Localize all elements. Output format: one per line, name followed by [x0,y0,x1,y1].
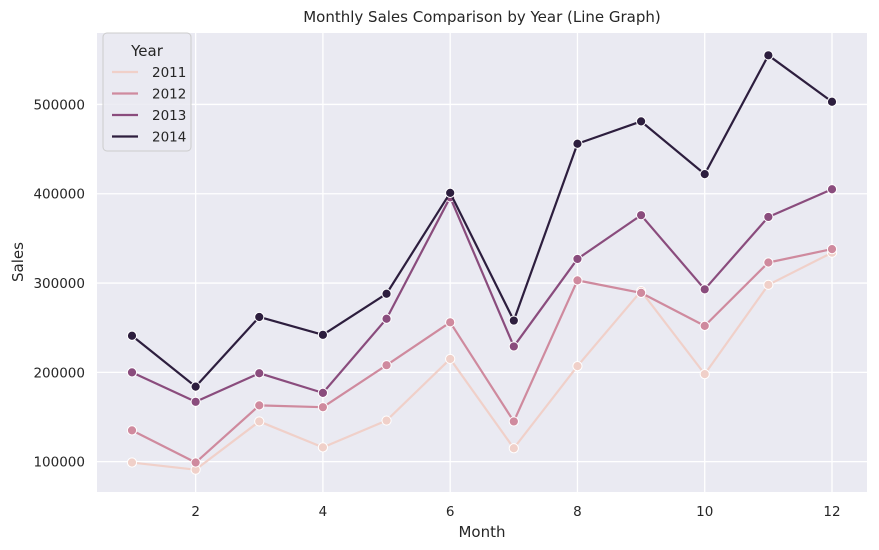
series-line [131,248,833,464]
data-point [826,184,838,195]
data-point [190,457,201,468]
data-point [254,368,265,379]
data-point [190,381,201,392]
data-point [508,315,519,326]
data-point [572,138,583,149]
legend-box [102,32,192,152]
series-line [131,251,833,471]
data-point [317,329,329,340]
data-point [508,443,519,454]
series-2013 [126,184,838,407]
data-point [699,284,710,295]
y-axis-ticks: 100000 200000 300000 400000 500000 [33,97,85,470]
x-tick-label: 12 [823,504,840,520]
data-point [699,369,710,380]
x-tick-label: 2 [191,504,200,520]
data-point [635,116,647,127]
x-tick-label: 4 [319,504,328,520]
data-point [826,96,838,107]
y-tick-label: 200000 [33,365,85,381]
data-point [699,320,710,332]
y-tick-label: 400000 [33,187,85,203]
data-point [699,168,710,180]
data-point [381,288,392,299]
legend-label: 2014 [152,130,186,146]
series-layer [126,50,838,475]
data-point [126,330,138,341]
x-axis-ticks: 2 4 6 8 10 12 [191,504,840,520]
legend-title: Year [130,42,164,60]
data-point [763,50,774,61]
x-tick-label: 10 [696,504,713,520]
x-tick-label: 6 [446,504,455,520]
series-line [131,54,833,388]
legend: Year 2011 2012 2013 2014 [102,32,192,152]
legend-items: 2011 2012 2013 2014 [112,65,186,146]
data-point [254,311,265,323]
data-point [317,442,329,453]
data-point [826,244,838,255]
data-point [445,317,456,328]
legend-label: 2011 [152,65,186,81]
y-tick-label: 100000 [33,455,85,471]
data-point [254,400,265,411]
data-point [126,425,138,436]
data-point [508,341,519,352]
series-2012 [126,244,838,468]
y-tick-label: 500000 [33,97,85,113]
data-point [763,211,774,223]
series-2014 [126,50,838,392]
data-point [190,396,201,407]
data-point [572,360,583,372]
data-point [445,353,456,365]
series-line [131,188,833,403]
plot-area [97,33,867,492]
y-tick-label: 300000 [33,276,85,292]
legend-label: 2012 [152,87,186,103]
data-point [635,287,647,298]
data-point [763,257,774,268]
data-point [126,457,138,468]
data-point [572,275,583,286]
data-point [317,402,329,413]
x-tick-label: 8 [573,504,582,520]
x-axis-label: Month [458,523,505,541]
data-point [763,279,774,290]
y-axis-label: Sales [9,242,27,282]
data-point [381,360,392,371]
legend-label: 2013 [152,108,186,124]
data-point [381,415,392,426]
data-point [572,253,583,265]
data-point [254,416,265,427]
data-point [317,387,329,398]
data-point [635,210,647,221]
data-point [508,416,519,427]
data-point [126,367,138,378]
chart-title: Monthly Sales Comparison by Year (Line G… [303,8,661,26]
data-point [445,187,456,198]
grid-lines [97,33,867,492]
data-point [381,313,392,324]
